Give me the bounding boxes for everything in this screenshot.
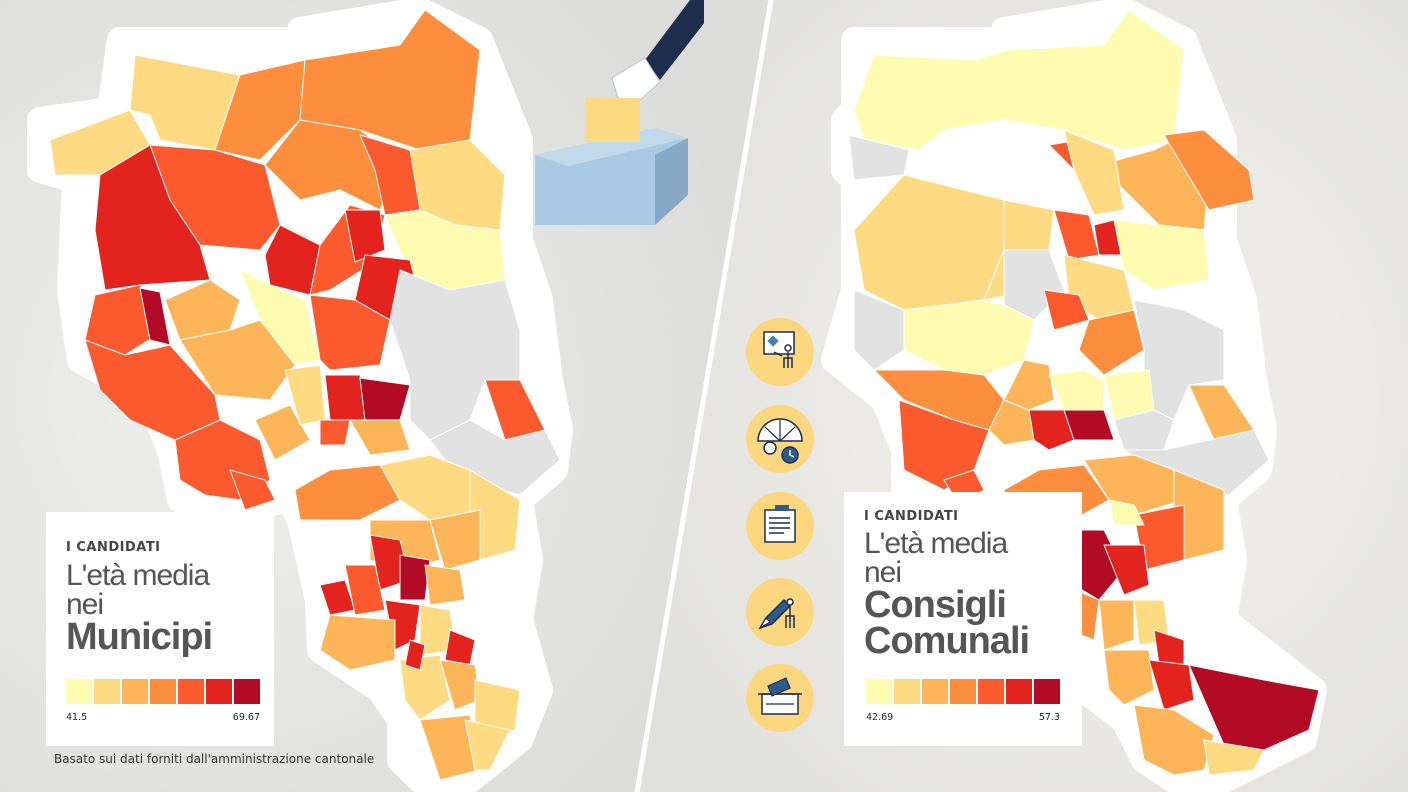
region — [404, 639, 426, 671]
municipi-regions — [49, 9, 561, 781]
region — [344, 564, 386, 616]
region — [349, 419, 411, 456]
region — [229, 469, 276, 511]
region — [1103, 649, 1155, 706]
region — [309, 294, 391, 371]
region — [1203, 739, 1265, 776]
region — [399, 654, 451, 721]
legend-swatch — [950, 679, 976, 704]
region — [424, 564, 466, 606]
region — [1063, 129, 1125, 216]
legend-swatch — [1034, 679, 1060, 704]
legend-swatch — [978, 679, 1004, 704]
speedometer-clock-icon — [746, 405, 814, 473]
legend-swatches — [866, 679, 1062, 708]
diagonal-divider — [634, 0, 774, 792]
municipi-title-block: I CANDIDATI L'età media nei Municipi — [66, 540, 213, 658]
legend-max: 57.3 — [1038, 712, 1060, 723]
title-bold: Municipi — [66, 616, 213, 658]
no-data-region — [853, 289, 905, 371]
region — [319, 419, 351, 446]
title-line: L'età media — [864, 527, 1008, 560]
kicker: I CANDIDATI — [66, 540, 161, 555]
legend-swatch — [1006, 679, 1032, 704]
newspaper-icon — [746, 492, 814, 560]
region — [429, 509, 481, 571]
region — [164, 279, 241, 341]
legend-swatch — [234, 679, 260, 704]
title-line: L'età media — [66, 559, 210, 592]
no-data-region — [389, 269, 521, 441]
region — [1148, 659, 1195, 711]
region — [988, 399, 1035, 446]
legend-swatch — [866, 679, 892, 704]
source-note: Basato sui dati forniti dall'amministraz… — [54, 752, 375, 766]
no-data-region — [1113, 409, 1175, 451]
region — [254, 404, 311, 461]
legend-swatch — [122, 679, 148, 704]
legend-min: 41.5 — [66, 712, 88, 723]
kicker: I CANDIDATI — [864, 509, 959, 524]
legend-swatch — [206, 679, 232, 704]
consigli-age-map — [821, 0, 1327, 792]
ballot-paper — [585, 98, 640, 142]
legend-max: 69.67 — [232, 712, 260, 723]
region — [1098, 599, 1135, 651]
region — [1028, 409, 1075, 451]
legend-swatch — [178, 679, 204, 704]
title-bold: Consigli — [864, 584, 1007, 626]
legend-swatch — [894, 679, 920, 704]
ballot-illustration — [535, 0, 704, 225]
municipi-legend: 41.5 69.67 — [66, 679, 262, 726]
region — [464, 719, 511, 771]
region — [399, 554, 431, 601]
region — [1163, 129, 1255, 211]
region — [324, 374, 366, 421]
region — [1048, 369, 1105, 411]
legend-swatch — [66, 679, 92, 704]
hand — [611, 57, 661, 101]
region — [1103, 544, 1150, 596]
consigli-title-block: I CANDIDATI L'età media nei Consigli Com… — [864, 509, 1030, 662]
speaker-podium-icon — [746, 318, 814, 386]
region — [1063, 409, 1115, 441]
region — [214, 59, 306, 161]
region — [943, 469, 985, 506]
legend-swatch — [922, 679, 948, 704]
legend-swatch — [150, 679, 176, 704]
legend-min: 42.69 — [866, 712, 894, 723]
region — [319, 614, 396, 671]
title-line: nei — [66, 588, 104, 621]
legend-swatch — [94, 679, 120, 704]
region — [264, 224, 321, 296]
region — [1108, 499, 1145, 526]
region — [1003, 359, 1055, 411]
pencil-vote-icon — [746, 578, 814, 646]
region — [344, 209, 386, 263]
title-bold: Comunali — [864, 620, 1030, 662]
title-line: nei — [864, 556, 902, 589]
region — [1078, 309, 1145, 376]
region — [1133, 704, 1215, 776]
ballot-box-icon — [746, 664, 814, 732]
legend-swatches — [66, 679, 262, 708]
municipi-age-map — [49, 0, 704, 781]
sleeve — [645, 0, 704, 80]
consigli-legend: 42.69 57.3 — [866, 679, 1062, 726]
